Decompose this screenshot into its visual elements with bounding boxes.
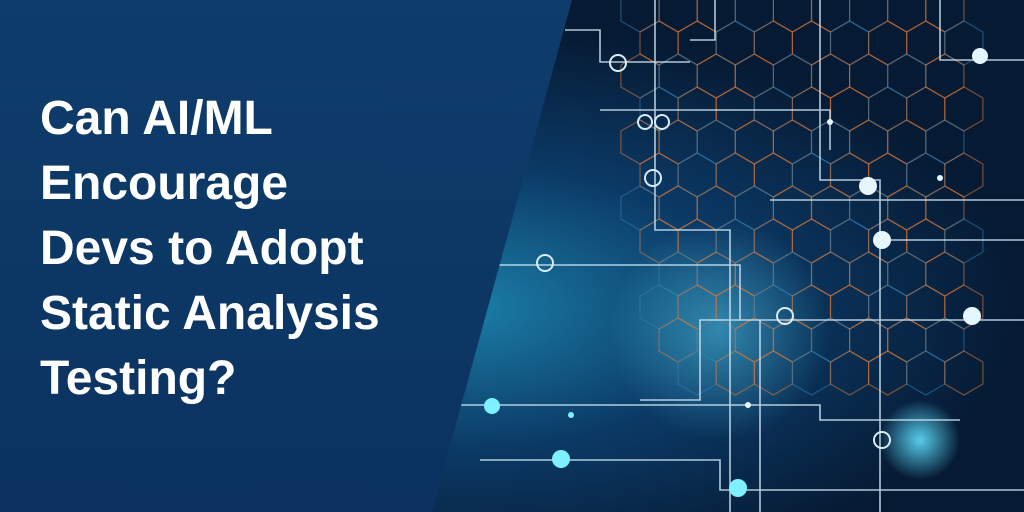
- glow: [610, 220, 830, 440]
- title-line: Devs to Adopt: [40, 222, 364, 275]
- glow: [880, 400, 960, 480]
- title-panel: [0, 0, 572, 512]
- title-line: Testing?: [40, 352, 236, 405]
- circuit-nodes: [536, 54, 891, 449]
- title-line: Encourage: [40, 157, 288, 210]
- hex-pattern: [620, 0, 984, 396]
- circuit-dots: [745, 48, 988, 408]
- title-line: Static Analysis: [40, 287, 380, 340]
- title: Can AI/ML Encourage Devs to Adopt Static An…: [40, 92, 380, 405]
- title-line: Can AI/ML: [40, 92, 273, 145]
- hexagon: [944, 350, 984, 396]
- glow-dots: [484, 398, 747, 497]
